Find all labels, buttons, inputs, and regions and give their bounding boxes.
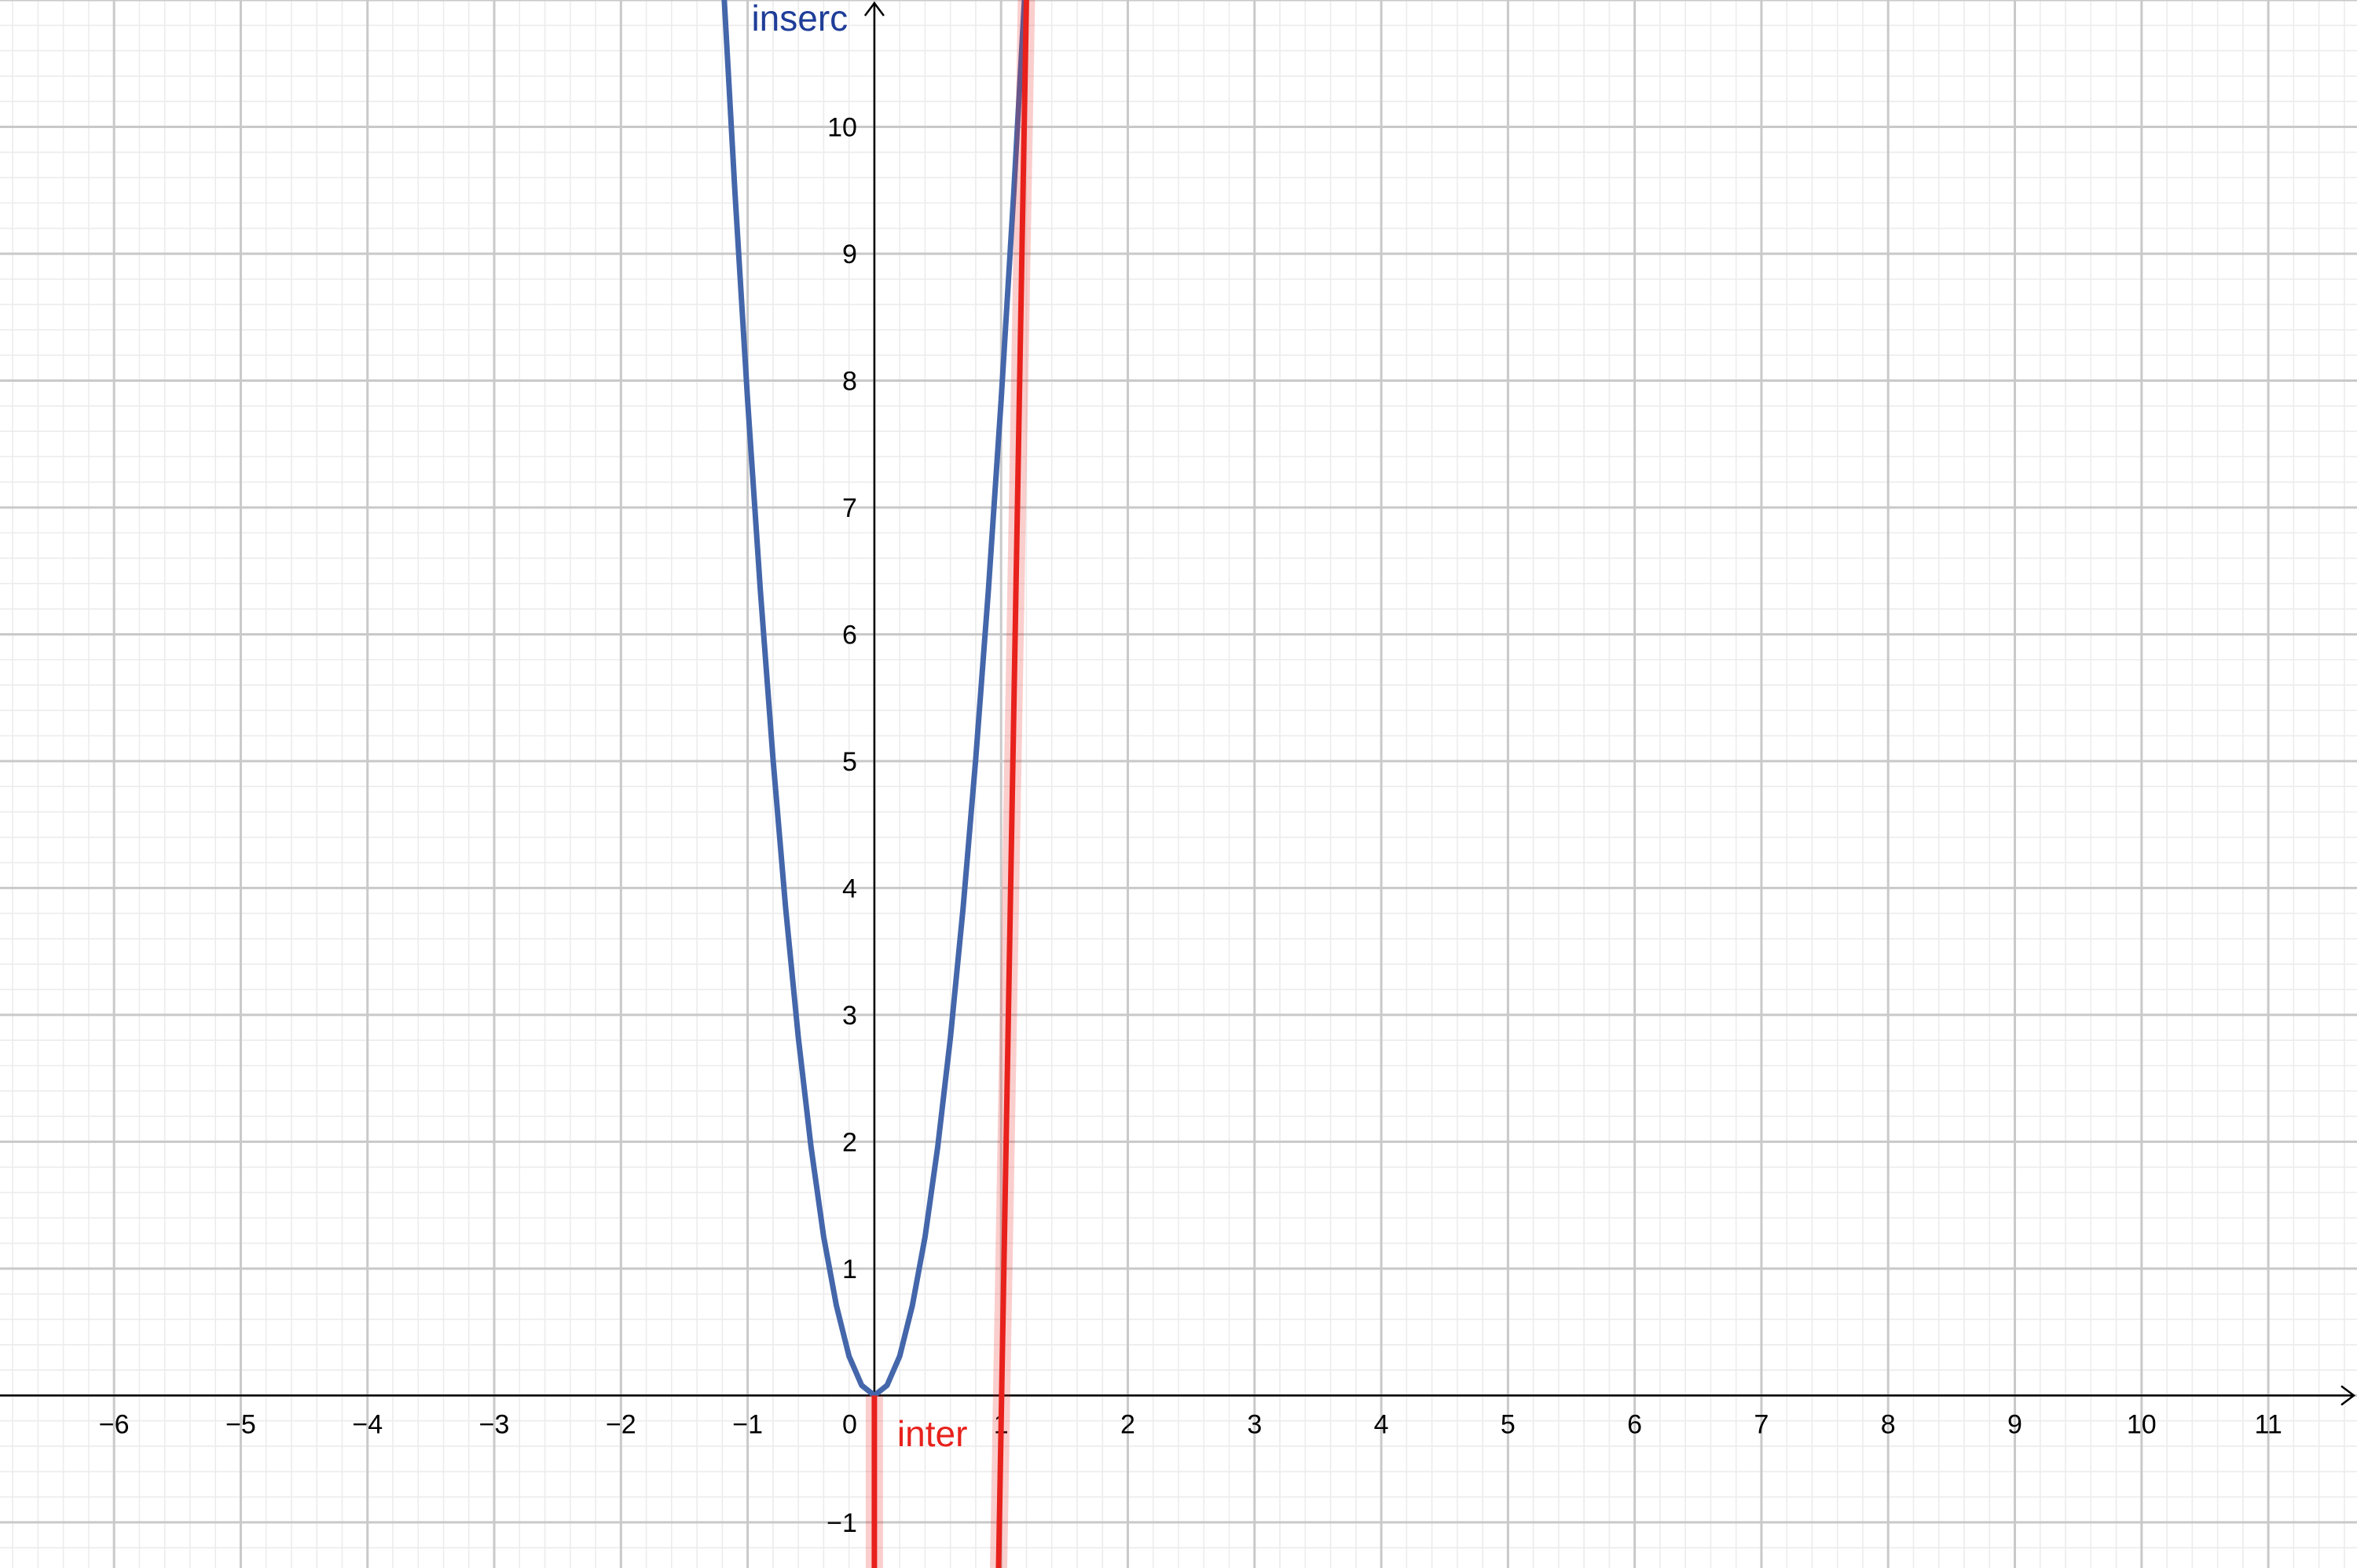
series xyxy=(721,0,1036,1568)
x-tick-label: 8 xyxy=(1881,1409,1896,1439)
x-tick-label: 10 xyxy=(2127,1409,2157,1439)
y-tick-label: 9 xyxy=(842,240,857,269)
x-tick-label: −6 xyxy=(99,1409,130,1439)
y-tick-label: 4 xyxy=(842,874,857,903)
x-tick-label: 4 xyxy=(1374,1409,1389,1439)
x-tick-label: 11 xyxy=(2254,1409,2282,1439)
y-tick-label: 8 xyxy=(842,366,857,396)
y-tick-label: 10 xyxy=(827,112,857,142)
series-inserc-line xyxy=(721,0,1028,1398)
y-tick-label: 7 xyxy=(842,493,857,523)
series-inter-line xyxy=(995,0,1029,1568)
x-tick-label: 7 xyxy=(1754,1409,1769,1439)
x-tick-label: 3 xyxy=(1247,1409,1262,1439)
x-tick-label: −4 xyxy=(352,1409,383,1439)
y-axis-arrow xyxy=(863,1,885,16)
origin-label: 0 xyxy=(842,1409,857,1439)
y-tick-label: 5 xyxy=(842,747,857,777)
x-tick-label: −3 xyxy=(479,1409,510,1439)
x-tick-label: −1 xyxy=(732,1409,763,1439)
x-tick-label: 5 xyxy=(1501,1409,1516,1439)
series-labels: inserc inter 0 xyxy=(751,0,967,1454)
series-label-inserc: inserc xyxy=(751,0,848,38)
x-tick-label: 2 xyxy=(1120,1409,1135,1439)
x-tick-label: 9 xyxy=(2007,1409,2022,1439)
y-tick-label: 2 xyxy=(842,1127,857,1157)
y-tick-label: 1 xyxy=(842,1255,857,1284)
x-tick-label: −5 xyxy=(225,1409,256,1439)
x-axis-arrow xyxy=(2341,1385,2356,1406)
x-tick-label: −2 xyxy=(606,1409,636,1439)
x-tick-label: 6 xyxy=(1627,1409,1642,1439)
y-tick-label: 6 xyxy=(842,620,857,650)
series-label-inter: inter xyxy=(897,1413,967,1454)
y-tick-label: 3 xyxy=(842,1001,857,1031)
y-tick-label: −1 xyxy=(827,1508,857,1538)
